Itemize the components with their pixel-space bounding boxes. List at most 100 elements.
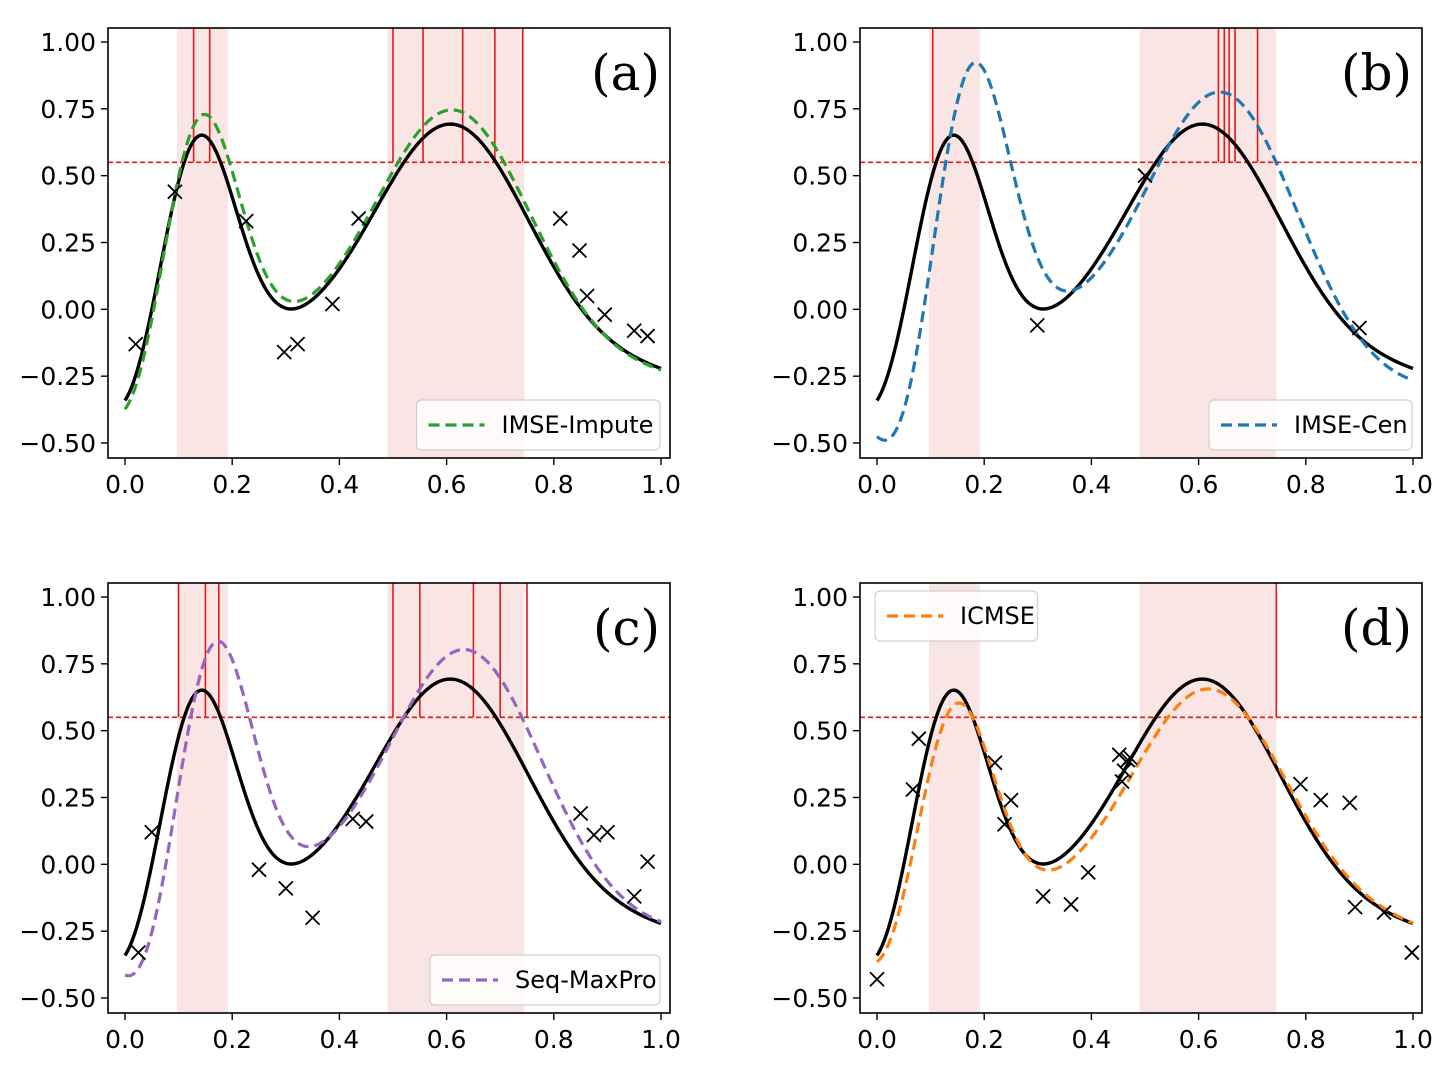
y-tick-label: 0.00 <box>40 295 96 324</box>
observation-point <box>1376 904 1392 921</box>
observation-point <box>1116 763 1132 779</box>
x-tick-label: 1.0 <box>1393 1025 1433 1054</box>
y-tick-label: 0.00 <box>40 850 96 879</box>
observation-point <box>1063 896 1079 913</box>
observation-point <box>1404 944 1420 961</box>
legend-label: IMSE-Impute <box>502 411 654 439</box>
x-tick-label: 0.8 <box>1286 1025 1326 1054</box>
y-tick-label: 1.00 <box>40 28 96 57</box>
y-tick-label: −0.25 <box>19 362 96 391</box>
x-tick-label: 1.0 <box>641 1025 681 1054</box>
legend: IMSE-Impute <box>415 399 661 451</box>
excursion-band <box>176 583 228 1013</box>
x-tick-label: 0.6 <box>1179 470 1219 499</box>
legend-box <box>874 590 1039 642</box>
observation-point <box>1137 168 1153 184</box>
surrogate-curve <box>123 108 662 411</box>
excursion-band <box>387 28 525 458</box>
panel-label: (a) <box>591 44 660 102</box>
observation-point <box>996 816 1013 832</box>
surrogate-curve <box>875 60 1414 442</box>
x-tick-label: 0.4 <box>1072 1025 1112 1054</box>
surrogate-curve <box>875 687 1414 964</box>
x-tick-label: 0.4 <box>1072 470 1112 499</box>
plot-area <box>108 583 670 1013</box>
y-tick-label: 0.75 <box>792 650 848 679</box>
y-tick-label: 0.25 <box>40 229 96 258</box>
legend: ICMSE <box>874 590 1039 642</box>
x-tick-label: 0.8 <box>534 470 574 499</box>
panel-d: 0.0 0.2 0.4 0.6 0.8 1.0 1.00 0.75 0.50 0.25 0.00 −0… <box>771 582 1433 1054</box>
observation-point <box>1347 899 1363 915</box>
panel-b: 0.0 0.2 0.4 0.6 0.8 1.0 1.00 0.75 0.50 0.25 0.00 −0… <box>771 27 1433 499</box>
x-tick-label: 0.2 <box>964 470 1004 499</box>
y-tick-label: −0.50 <box>19 984 96 1013</box>
y-tick-label: −0.50 <box>771 984 848 1013</box>
y-tick-label: −0.25 <box>771 917 848 946</box>
excursion-band <box>387 583 525 1013</box>
observation-point <box>1122 749 1138 766</box>
y-tick-label: 0.00 <box>792 295 848 324</box>
observation-point <box>1351 320 1368 336</box>
observation-point <box>987 755 1003 771</box>
observation-point <box>324 296 341 312</box>
panel-label: (d) <box>1341 599 1412 657</box>
observation-point <box>1080 864 1096 880</box>
observation-point <box>358 813 374 830</box>
y-tick-label: 0.75 <box>40 650 96 679</box>
observation-point <box>251 862 267 878</box>
true-function-curve <box>875 677 1414 957</box>
observation-point <box>599 824 616 840</box>
x-tick-label: 0.6 <box>1179 1025 1219 1054</box>
observation-point <box>1342 795 1358 811</box>
observation-point <box>144 824 160 840</box>
panel-a: 0.0 0.2 0.4 0.6 0.8 1.0 1.00 0.75 0.50 0.25 0.00 −0… <box>19 27 681 499</box>
excursion-band <box>176 28 228 458</box>
observation-point <box>1292 776 1309 792</box>
y-tick-label: 0.75 <box>792 95 848 124</box>
true-function-curve <box>123 122 662 402</box>
observation-point <box>351 210 367 227</box>
x-tick-label: 0.2 <box>212 1025 252 1054</box>
observation-point <box>905 781 921 798</box>
legend: IMSE-Cen <box>1208 399 1413 451</box>
observation-point <box>911 731 927 747</box>
panel-label: (b) <box>1341 44 1412 102</box>
x-tick-label: 0.6 <box>427 470 467 499</box>
legend-box <box>415 399 661 451</box>
y-tick-label: 1.00 <box>792 583 848 612</box>
observation-point <box>626 888 642 905</box>
excursion-band <box>1139 28 1277 458</box>
legend-label: Seq-MaxPro <box>515 966 657 994</box>
x-tick-label: 0.0 <box>857 470 897 499</box>
observation-point <box>1313 792 1329 808</box>
excursion-band <box>928 28 980 458</box>
observation-point <box>128 336 144 352</box>
observation-point <box>552 210 568 227</box>
observation-point <box>1111 747 1127 763</box>
observation-point <box>1029 317 1045 334</box>
observation-point <box>639 328 656 344</box>
surrogate-curve <box>124 639 662 978</box>
observation-point <box>571 242 588 259</box>
plot-area <box>108 28 670 458</box>
legend-label: IMSE-Cen <box>1294 411 1408 439</box>
y-tick-label: 0.25 <box>792 229 848 258</box>
y-tick-label: 1.00 <box>792 28 848 57</box>
y-tick-label: 0.50 <box>792 162 848 191</box>
x-tick-label: 0.0 <box>105 1025 145 1054</box>
y-tick-label: −0.50 <box>771 429 848 458</box>
observation-point <box>597 307 613 323</box>
plot-area <box>860 28 1422 458</box>
y-tick-label: 0.25 <box>40 784 96 813</box>
x-tick-label: 1.0 <box>641 470 681 499</box>
panel-c: 0.0 0.2 0.4 0.6 0.8 1.0 1.00 0.75 0.50 0.25 0.00 −0… <box>19 582 681 1054</box>
excursion-band <box>928 583 980 1013</box>
observation-point <box>304 910 321 926</box>
observation-point <box>167 184 183 200</box>
observation-point <box>586 827 602 843</box>
legend: Seq-MaxPro <box>429 954 661 1006</box>
y-tick-label: −0.25 <box>19 917 96 946</box>
observation-point <box>1035 888 1051 905</box>
